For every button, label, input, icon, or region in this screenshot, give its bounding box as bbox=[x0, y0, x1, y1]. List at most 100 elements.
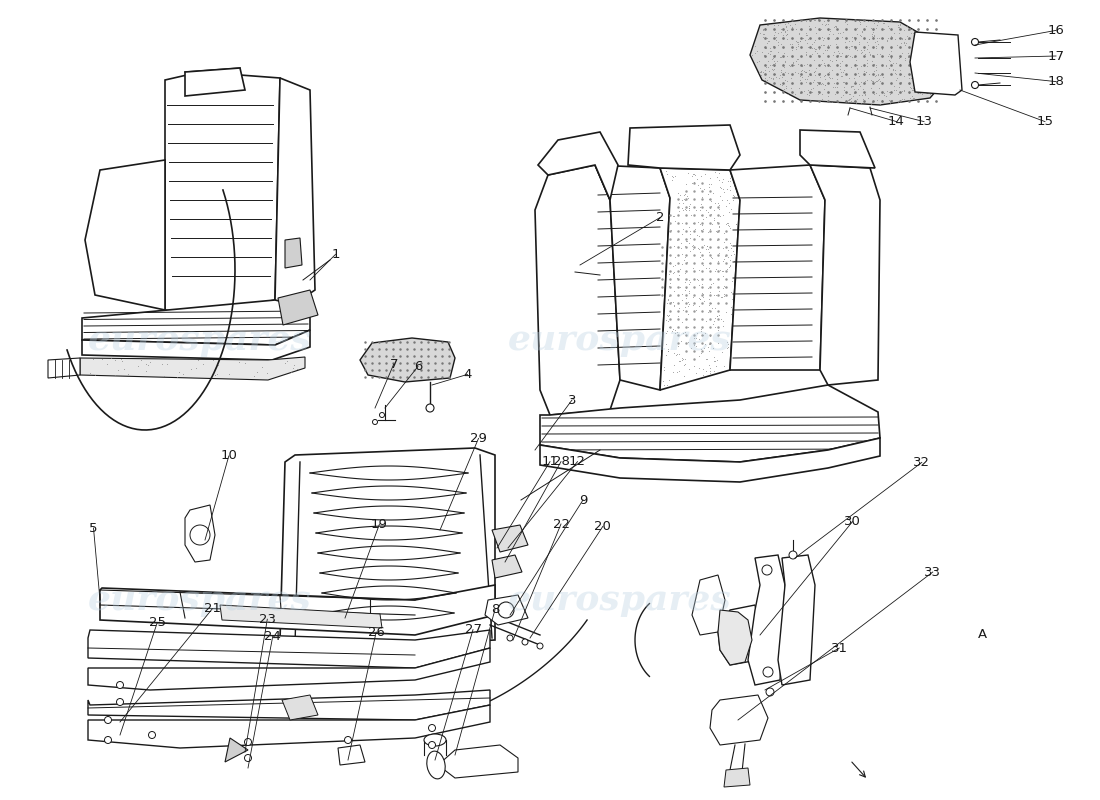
Point bbox=[715, 280, 733, 293]
Point bbox=[815, 70, 833, 82]
Point bbox=[776, 47, 793, 60]
Point bbox=[840, 35, 858, 48]
Point bbox=[866, 29, 883, 42]
Point bbox=[840, 94, 858, 106]
Point bbox=[904, 84, 922, 97]
Point bbox=[714, 242, 732, 254]
Point bbox=[816, 78, 834, 91]
Point bbox=[705, 203, 723, 216]
Point bbox=[140, 359, 157, 372]
Point bbox=[751, 66, 769, 78]
Point bbox=[700, 188, 717, 201]
Point bbox=[811, 23, 828, 36]
Point bbox=[821, 70, 838, 83]
Point bbox=[800, 33, 817, 46]
Point bbox=[903, 90, 921, 102]
Point bbox=[814, 30, 832, 43]
Point bbox=[668, 366, 685, 378]
Point bbox=[881, 87, 899, 100]
Point bbox=[689, 327, 706, 340]
Polygon shape bbox=[280, 448, 495, 650]
Circle shape bbox=[117, 698, 123, 706]
Point bbox=[698, 341, 716, 354]
Point bbox=[759, 46, 777, 59]
Point bbox=[830, 57, 848, 70]
Point bbox=[889, 87, 906, 100]
Point bbox=[659, 345, 676, 358]
Point bbox=[895, 37, 913, 50]
Point bbox=[684, 168, 702, 181]
Point bbox=[870, 67, 888, 80]
Point bbox=[817, 18, 835, 30]
Text: 18: 18 bbox=[1047, 75, 1065, 88]
Point bbox=[660, 373, 678, 386]
Point bbox=[691, 201, 708, 214]
Point bbox=[767, 26, 784, 38]
Point bbox=[777, 25, 794, 38]
Point bbox=[715, 172, 733, 185]
Point bbox=[780, 58, 798, 71]
Point bbox=[829, 32, 847, 45]
Point bbox=[778, 27, 795, 40]
Point bbox=[865, 74, 882, 87]
Point bbox=[686, 204, 704, 217]
Point bbox=[892, 67, 910, 80]
Point bbox=[714, 208, 732, 221]
Point bbox=[102, 352, 120, 365]
Point bbox=[840, 71, 858, 84]
Point bbox=[865, 31, 882, 44]
Point bbox=[724, 274, 741, 287]
Point bbox=[711, 246, 728, 259]
Point bbox=[783, 21, 801, 34]
Point bbox=[799, 29, 816, 42]
Point bbox=[868, 63, 886, 76]
Point bbox=[804, 82, 822, 95]
Point bbox=[820, 33, 837, 46]
Point bbox=[785, 58, 803, 71]
Point bbox=[921, 72, 938, 85]
Point bbox=[796, 72, 814, 85]
Point bbox=[920, 33, 937, 46]
Point bbox=[748, 56, 766, 69]
Text: 24: 24 bbox=[264, 630, 282, 642]
Point bbox=[657, 314, 674, 326]
Point bbox=[847, 54, 865, 66]
Point bbox=[706, 289, 724, 302]
Point bbox=[664, 239, 682, 252]
Point bbox=[851, 29, 869, 42]
Point bbox=[661, 256, 679, 269]
Point bbox=[763, 58, 781, 70]
Point bbox=[873, 50, 891, 62]
Point bbox=[807, 62, 825, 74]
Point bbox=[842, 88, 859, 101]
Point bbox=[871, 48, 889, 61]
Point bbox=[882, 50, 900, 63]
Point bbox=[779, 74, 796, 87]
Point bbox=[195, 358, 212, 370]
Point bbox=[762, 72, 780, 85]
Point bbox=[923, 72, 940, 85]
Point bbox=[684, 261, 702, 274]
Point bbox=[816, 44, 834, 57]
Point bbox=[764, 73, 782, 86]
Point bbox=[657, 338, 674, 350]
Polygon shape bbox=[492, 555, 522, 578]
Point bbox=[209, 358, 227, 371]
Point bbox=[700, 282, 717, 294]
Point bbox=[679, 191, 696, 204]
Point bbox=[704, 302, 722, 314]
Point bbox=[781, 60, 799, 73]
Point bbox=[778, 21, 795, 34]
Point bbox=[881, 96, 899, 109]
Point bbox=[904, 51, 922, 64]
Point bbox=[697, 240, 715, 253]
Point bbox=[816, 68, 834, 81]
Point bbox=[813, 54, 830, 66]
Point bbox=[829, 49, 847, 62]
Point bbox=[707, 360, 725, 373]
Point bbox=[899, 33, 916, 46]
Point bbox=[791, 27, 808, 40]
Point bbox=[860, 68, 878, 81]
Point bbox=[802, 15, 820, 28]
Point bbox=[931, 48, 948, 61]
